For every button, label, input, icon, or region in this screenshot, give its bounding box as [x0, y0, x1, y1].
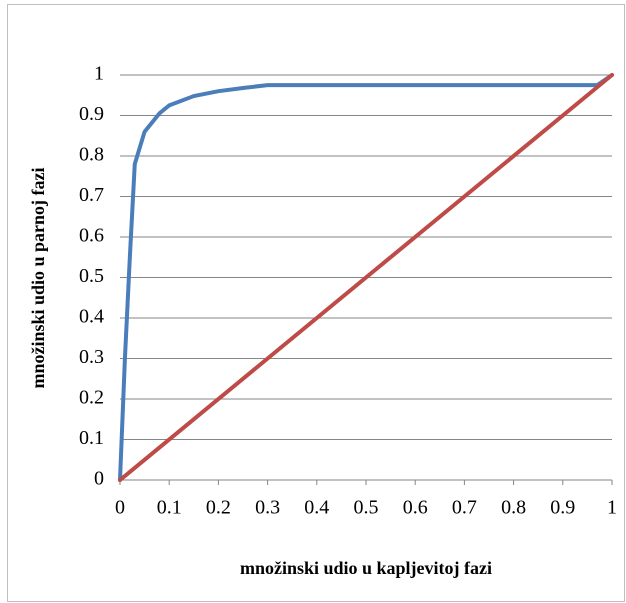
chart-border — [7, 4, 625, 602]
x-tick-label: 0.1 — [157, 497, 182, 519]
y-tick-label: 0.2 — [79, 387, 104, 409]
y-tick-label: 0.5 — [79, 265, 104, 287]
x-tick-label: 0.4 — [304, 497, 329, 519]
y-tick-label: 0.7 — [79, 184, 104, 206]
x-tick-label: 0 — [115, 497, 125, 519]
y-tick-label: 0.9 — [79, 103, 104, 125]
y-tick-label: 0.8 — [79, 144, 104, 166]
x-axis-title: množinski udio u kapljevitoj fazi — [240, 558, 492, 578]
y-tick-label: 0.6 — [79, 225, 104, 247]
x-tick-label: 1 — [607, 497, 617, 519]
x-tick-label: 0.9 — [550, 497, 575, 519]
y-tick-label: 0.1 — [79, 427, 104, 449]
series-line — [118, 73, 614, 482]
y-axis-title: množinski udio u parnoj fazi — [28, 167, 48, 388]
series-line — [118, 73, 614, 482]
y-tick-label: 0.3 — [79, 346, 104, 368]
x-tick-label: 0.7 — [452, 497, 477, 519]
x-tick-label: 0.8 — [501, 497, 526, 519]
x-tick-label: 0.6 — [403, 497, 428, 519]
y-tick-label: 0 — [94, 468, 104, 490]
x-tick-label: 0.3 — [255, 497, 280, 519]
y-tick-label: 1 — [94, 63, 104, 85]
x-tick-label: 0.2 — [206, 497, 231, 519]
x-tick-label: 0.5 — [354, 497, 379, 519]
y-tick-label: 0.4 — [79, 306, 104, 328]
